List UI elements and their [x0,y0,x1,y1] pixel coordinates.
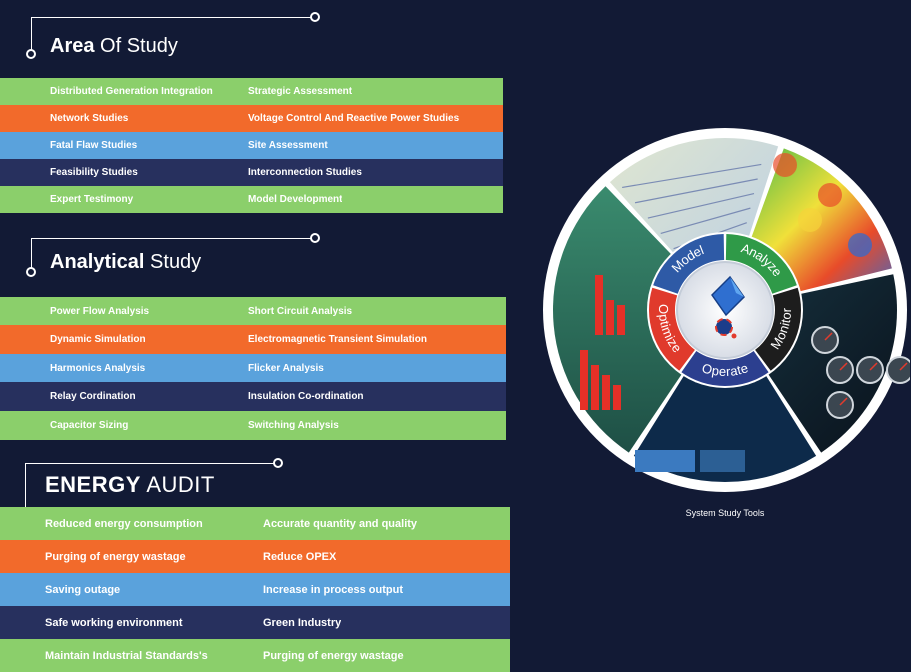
area-row-1-left: Distributed Generation Integration [50,86,213,97]
analytical-row-3-left: Harmonics Analysis [50,362,146,374]
energy-audit-table: Reduced energy consumption Accurate quant… [0,507,510,672]
energy-row-3-right: Increase in process output [263,583,403,596]
area-row-3-right: Site Assessment [248,140,328,151]
energy-row-4-left: Safe working environment [45,616,183,629]
analytical-connector-dot-right [310,233,320,243]
analytical-row-1-right: Short Circuit Analysis [248,305,353,317]
chart-bar [606,300,614,335]
chart-bar [617,305,625,335]
energy-row-2-left: Purging of energy wastage [45,550,186,563]
map-street [622,163,762,189]
table-row: Saving outage Increase in process output [0,573,510,606]
wheel-segment-optimize [649,287,695,371]
energy-row-1-left: Reduced energy consumption [45,517,203,530]
wheel-segment-label: Operate [700,361,750,380]
area-row-2-right: Voltage Control And Reactive Power Studi… [248,113,460,124]
area-row-1-right: Strategic Assessment [248,86,353,97]
analytical-row-4-left: Relay Cordination [50,391,136,402]
heat-spot [818,183,842,207]
chart-bar [591,365,599,410]
analytical-study-title: Analytical Study [50,251,202,273]
energy-audit-title: ENERGY AUDIT [45,472,215,497]
energy-row-5-right: Purging of energy wastage [263,649,404,662]
map-street [660,207,751,234]
globe-icon [711,275,745,339]
analytical-row-3-right: Flicker Analysis [248,362,324,374]
area-row-5-left: Expert Testimony [50,194,134,205]
area-connector-horizontal [31,17,314,18]
energy-row-3-left: Saving outage [45,583,121,596]
table-row: Distributed Generation Integration Strate… [0,78,503,105]
table-row: Capacitor Sizing Switching Analysis [0,411,506,440]
gauge-needle [824,332,833,341]
table-row: Safe working environment Green Industry [0,606,510,639]
wheel-segment-model [653,234,725,294]
heat-spot [798,208,822,232]
wheel-caption: System Study Tools [685,508,765,518]
area-row-4-right: Interconnection Studies [248,167,362,178]
energy-row-4-right: Green Industry [263,616,342,629]
area-row-3-left: Fatal Flaw Studies [50,140,138,151]
energy-row-1-right: Accurate quantity and quality [263,517,418,530]
chart-bar [595,275,603,335]
map-street [647,192,755,219]
heat-spot [848,233,872,257]
area-connector-vertical [31,17,32,52]
analytical-connector-dot-left [26,267,36,277]
area-row-2-left: Network Studies [50,113,129,124]
analytical-row-2-right: Electromagnetic Transient Simulation [248,334,427,345]
analytical-row-2-left: Dynamic Simulation [50,334,146,345]
chart-bar [602,375,610,410]
analytical-connector-horizontal [31,238,314,239]
energy-connector-dot-right [273,458,283,468]
heat-spot [773,153,797,177]
table-row: Feasibility Studies Interconnection Studi… [0,159,503,186]
area-connector-dot-left [26,49,36,59]
control-screen [635,450,695,472]
area-of-study-title: Area Of Study [50,35,178,57]
table-row: Fatal Flaw Studies Site Assessment [0,132,503,159]
analytical-row-4-right: Insulation Co-ordination [248,391,364,402]
energy-row-2-right: Reduce OPEX [263,550,337,563]
area-of-study-table: Distributed Generation Integration Strate… [0,78,503,213]
table-row: Harmonics Analysis Flicker Analysis [0,354,506,382]
analytical-connector-vertical [31,238,32,270]
wheel-segment-operate [681,350,769,387]
energy-connector-horizontal [25,463,277,464]
wheel-segment-analyze [725,234,797,294]
table-row: Dynamic Simulation Electromagnetic Transi… [0,325,506,354]
table-row: Power Flow Analysis Short Circuit Analysi… [0,297,506,325]
control-screen [700,450,745,472]
gauge-dial [886,356,910,384]
area-connector-dot-right [310,12,320,22]
analytical-row-1-left: Power Flow Analysis [50,305,150,317]
wheel-segment-monitor [755,287,801,371]
table-row: Reduced energy consumption Accurate quant… [0,507,510,540]
control-room-wedge [633,310,817,482]
analytical-row-5-right: Switching Analysis [248,420,339,431]
table-row: Maintain Industrial Standards's Purging o… [0,639,510,672]
area-row-4-left: Feasibility Studies [50,167,138,178]
table-row: Purging of energy wastage Reduce OPEX [0,540,510,573]
energy-row-5-left: Maintain Industrial Standards's [45,649,208,662]
analytical-study-table: Power Flow Analysis Short Circuit Analysi… [0,297,506,440]
chart-bar [580,350,588,410]
gauge-needle [869,362,878,371]
gauge-needle [899,362,908,371]
table-row: Expert Testimony Model Development [0,186,503,213]
area-row-5-right: Model Development [248,194,343,205]
analytical-row-5-left: Capacitor Sizing [50,420,129,431]
map-street [634,178,758,204]
gauge-needle [839,397,848,406]
table-row: Relay Cordination Insulation Co-ordinatio… [0,382,506,411]
gauge-needle [839,362,848,371]
table-row: Network Studies Voltage Control And React… [0,105,503,132]
chart-bar [613,385,621,410]
